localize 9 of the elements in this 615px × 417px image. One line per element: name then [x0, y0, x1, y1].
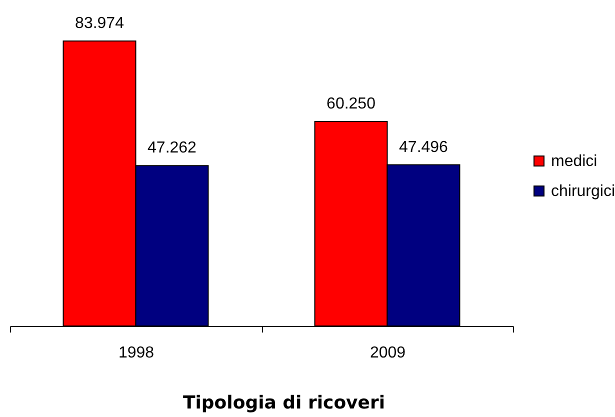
- x-tick-label: 2009: [370, 344, 406, 362]
- data-label: 47.496: [399, 138, 448, 156]
- data-label: 83.974: [75, 15, 124, 32]
- data-label: 47.262: [148, 140, 197, 157]
- legend-label: chirurgici: [551, 183, 615, 200]
- x-axis-title: Tipologia di ricoveri: [182, 392, 386, 414]
- legend-label: medici: [551, 153, 598, 170]
- x-tick-label: 1998: [118, 344, 154, 362]
- data-label: 60.250: [326, 96, 376, 113]
